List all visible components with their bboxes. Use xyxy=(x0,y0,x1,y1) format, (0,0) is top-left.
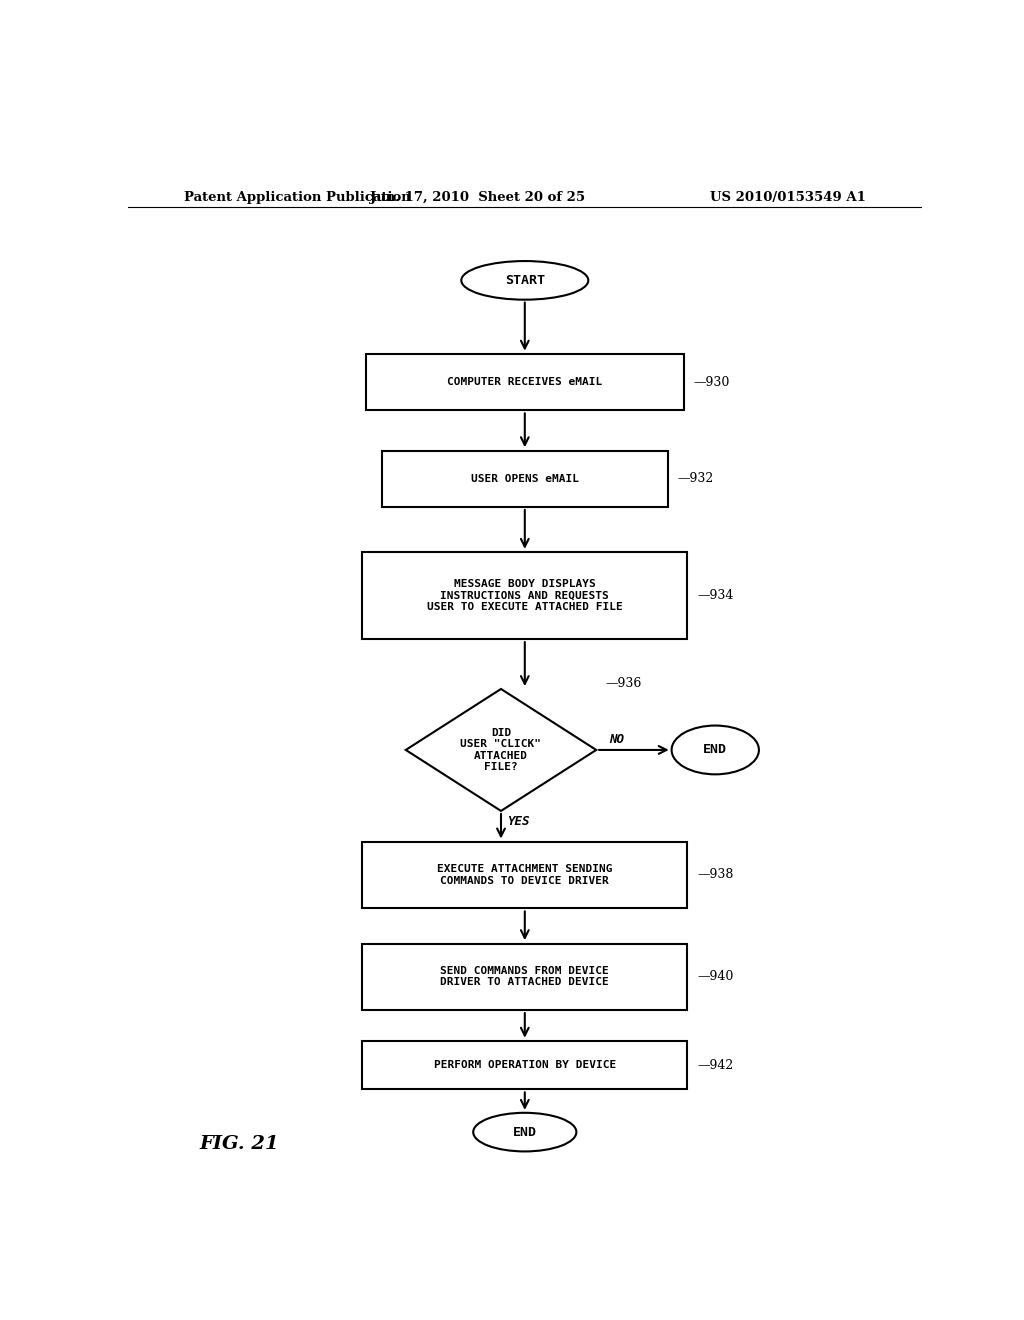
Text: USER OPENS eMAIL: USER OPENS eMAIL xyxy=(471,474,579,483)
Text: END: END xyxy=(703,743,727,756)
Text: START: START xyxy=(505,273,545,286)
Text: PERFORM OPERATION BY DEVICE: PERFORM OPERATION BY DEVICE xyxy=(434,1060,615,1071)
Text: NO: NO xyxy=(609,734,624,746)
Text: COMPUTER RECEIVES eMAIL: COMPUTER RECEIVES eMAIL xyxy=(447,378,602,387)
Bar xyxy=(362,1040,687,1089)
Text: —936: —936 xyxy=(606,677,642,690)
Text: Patent Application Publication: Patent Application Publication xyxy=(183,190,411,203)
Text: FIG. 21: FIG. 21 xyxy=(200,1135,280,1154)
Text: YES: YES xyxy=(507,814,529,828)
Text: DID
USER "CLICK"
ATTACHED
FILE?: DID USER "CLICK" ATTACHED FILE? xyxy=(461,727,542,772)
Bar xyxy=(367,354,684,411)
Text: Jun. 17, 2010  Sheet 20 of 25: Jun. 17, 2010 Sheet 20 of 25 xyxy=(370,190,585,203)
Text: —940: —940 xyxy=(697,970,733,983)
Text: —934: —934 xyxy=(697,589,733,602)
Bar xyxy=(362,842,687,908)
Bar xyxy=(382,450,668,507)
Bar xyxy=(362,552,687,639)
Text: —930: —930 xyxy=(693,375,729,388)
Bar xyxy=(362,944,687,1010)
Text: US 2010/0153549 A1: US 2010/0153549 A1 xyxy=(711,190,866,203)
Text: MESSAGE BODY DISPLAYS
INSTRUCTIONS AND REQUESTS
USER TO EXECUTE ATTACHED FILE: MESSAGE BODY DISPLAYS INSTRUCTIONS AND R… xyxy=(427,579,623,612)
Text: —942: —942 xyxy=(697,1059,733,1072)
Text: —932: —932 xyxy=(677,473,714,484)
Text: SEND COMMANDS FROM DEVICE
DRIVER TO ATTACHED DEVICE: SEND COMMANDS FROM DEVICE DRIVER TO ATTA… xyxy=(440,966,609,987)
Text: END: END xyxy=(513,1126,537,1139)
Text: —938: —938 xyxy=(697,869,733,882)
Text: EXECUTE ATTACHMENT SENDING
COMMANDS TO DEVICE DRIVER: EXECUTE ATTACHMENT SENDING COMMANDS TO D… xyxy=(437,865,612,886)
